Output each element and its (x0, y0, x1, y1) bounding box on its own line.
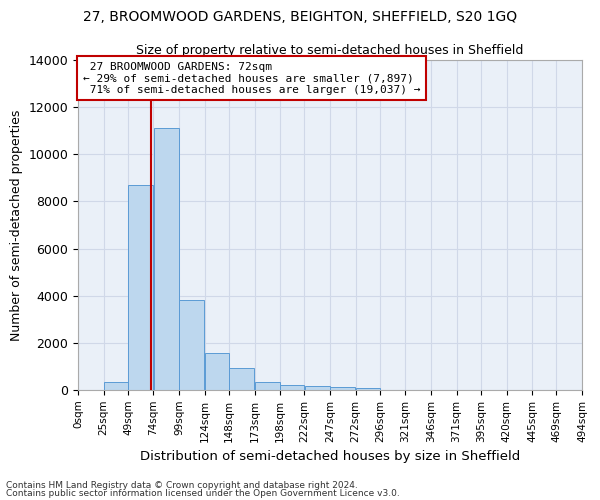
Bar (128, 185, 154, 390)
Bar (179, 300, 205, 390)
Bar (356, 388, 380, 390)
Bar (330, 387, 355, 390)
Bar (205, 354, 229, 390)
Text: 27 BROOMWOOD GARDENS: 72sqm
← 29% of semi-detached houses are smaller (7,897)
 7: 27 BROOMWOOD GARDENS: 72sqm ← 29% of sem… (83, 62, 421, 95)
Bar (305, 386, 330, 390)
Bar (154, 128, 179, 390)
Bar (229, 368, 254, 390)
Bar (280, 384, 304, 390)
Text: Contains HM Land Registry data © Crown copyright and database right 2024.: Contains HM Land Registry data © Crown c… (6, 481, 358, 490)
Title: Size of property relative to semi-detached houses in Sheffield: Size of property relative to semi-detach… (136, 44, 524, 58)
Y-axis label: Number of semi-detached properties: Number of semi-detached properties (10, 110, 23, 340)
X-axis label: Distribution of semi-detached houses by size in Sheffield: Distribution of semi-detached houses by … (140, 450, 520, 463)
Text: 27, BROOMWOOD GARDENS, BEIGHTON, SHEFFIELD, S20 1GQ: 27, BROOMWOOD GARDENS, BEIGHTON, SHEFFIE… (83, 10, 517, 24)
Bar (104, 382, 128, 390)
Bar (254, 382, 280, 390)
Text: Contains public sector information licensed under the Open Government Licence v3: Contains public sector information licen… (6, 488, 400, 498)
